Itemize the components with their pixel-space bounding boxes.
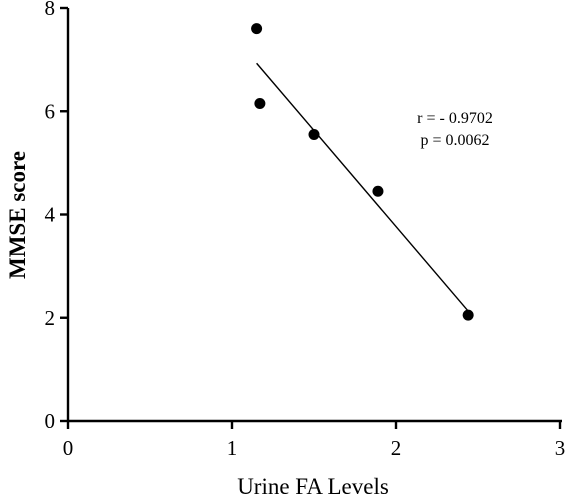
data-point: [372, 185, 384, 197]
x-tick-label: 0: [63, 436, 74, 460]
data-points: [251, 23, 474, 321]
y-tick-label: 6: [45, 99, 56, 123]
data-point: [308, 128, 320, 140]
y-axis-title: MMSE score: [5, 151, 30, 279]
x-axis-title: Urine FA Levels: [237, 474, 389, 498]
x-tick-label: 2: [391, 436, 402, 460]
data-point: [254, 98, 266, 110]
correlation-r-annotation: r = - 0.9702: [417, 110, 493, 127]
y-tick-label: 8: [45, 0, 56, 20]
p-value-annotation: p = 0.0062: [420, 132, 489, 149]
y-tick-label: 2: [45, 306, 56, 330]
x-tick-label: 1: [227, 436, 238, 460]
y-axis: 0 2 4 6 8: [45, 0, 70, 433]
regression-line: [256, 62, 469, 312]
x-axis: 0 1 2 3: [63, 419, 566, 460]
y-ticks: 0 2 4 6 8: [45, 0, 68, 433]
x-tick-label: 3: [555, 436, 566, 460]
data-point: [251, 23, 263, 35]
y-tick-label: 4: [45, 203, 56, 227]
data-point: [462, 309, 474, 321]
x-ticks: 0 1 2 3: [63, 421, 566, 460]
y-tick-label: 0: [45, 409, 56, 433]
